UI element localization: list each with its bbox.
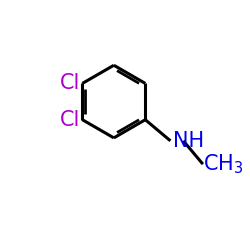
Text: Cl: Cl: [60, 74, 80, 94]
Text: NH: NH: [173, 131, 204, 151]
Text: CH$_3$: CH$_3$: [203, 152, 243, 176]
Text: Cl: Cl: [60, 110, 80, 130]
